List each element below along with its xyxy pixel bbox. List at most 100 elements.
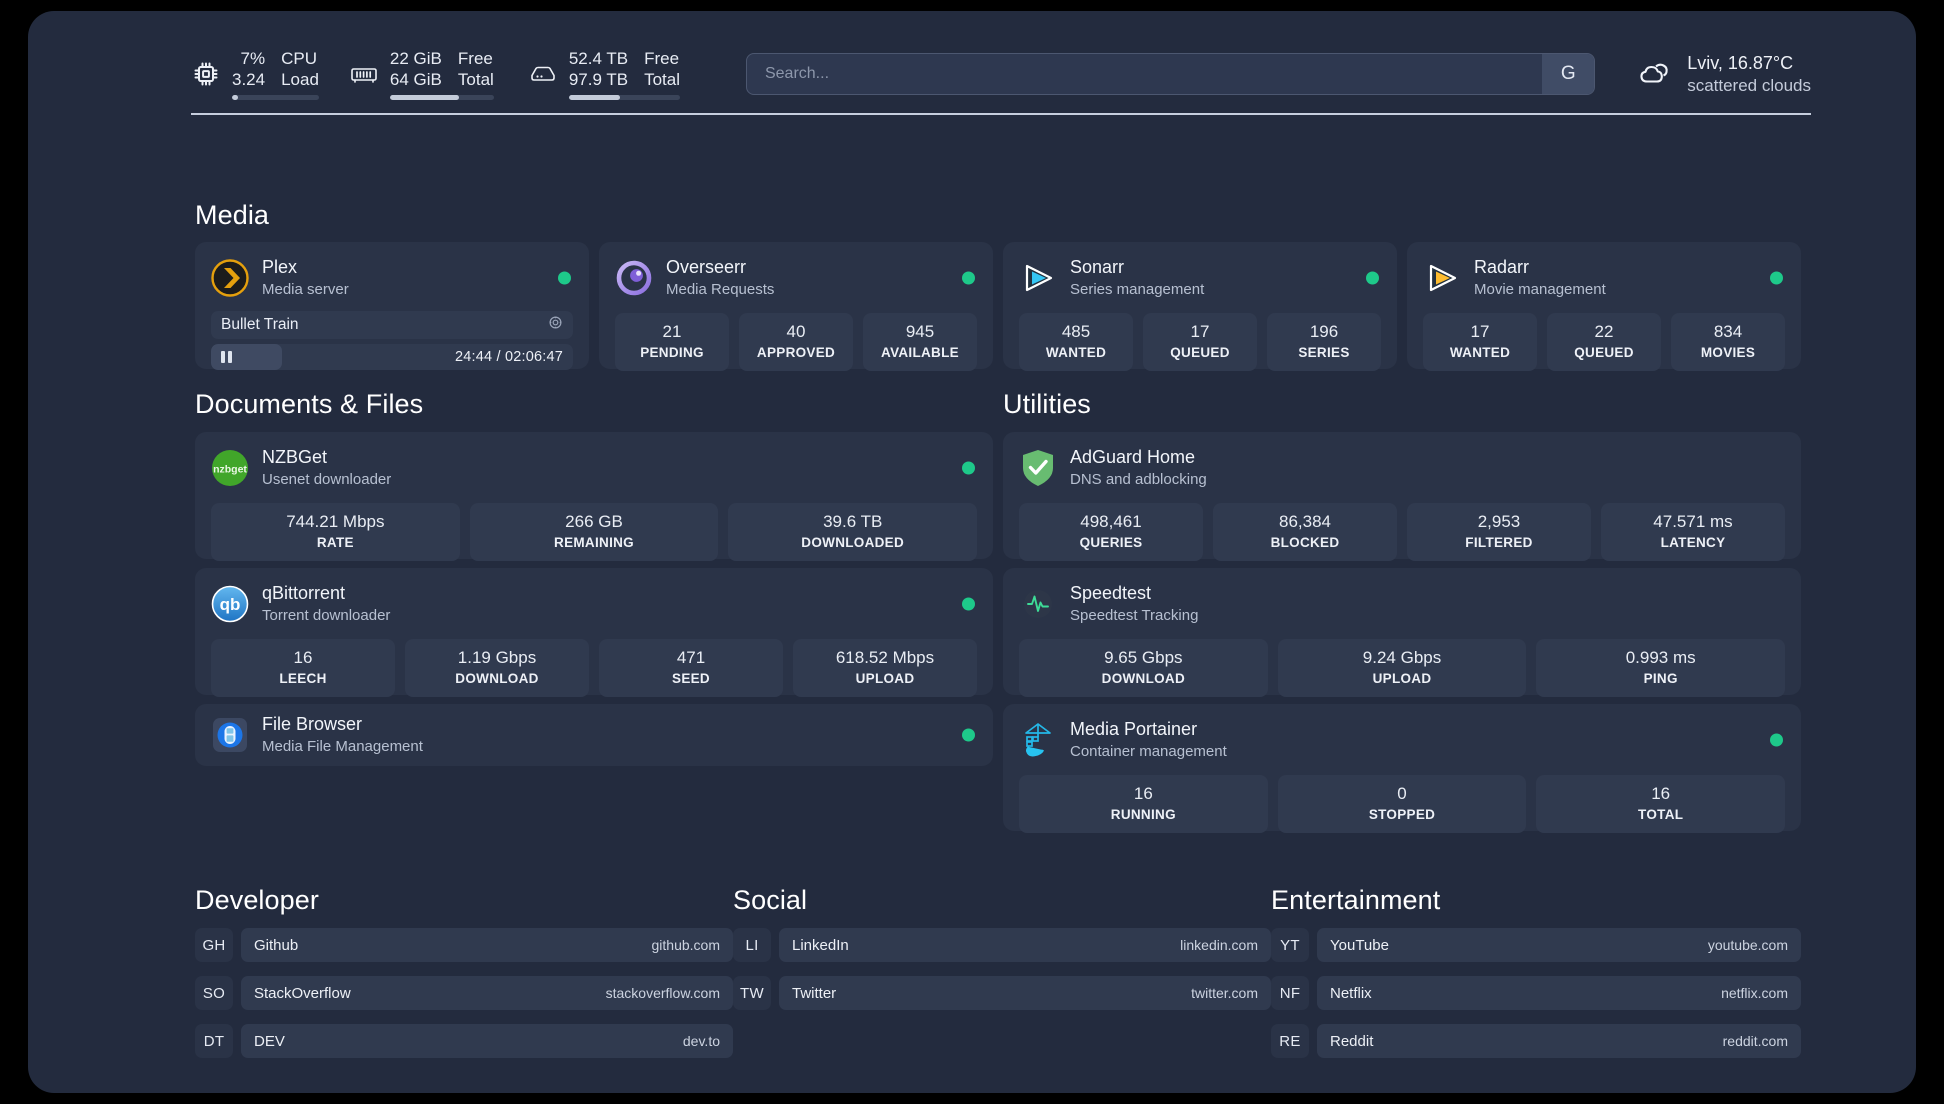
stat-value: 1.19 Gbps xyxy=(457,648,537,667)
now-playing-title: Bullet Train xyxy=(221,316,299,333)
bookmark-badge: RE xyxy=(1271,1024,1309,1058)
stat-tile: 744.21 Mbps RATE xyxy=(211,503,460,561)
service-card-overseerr[interactable]: Overseerr Media Requests 21 PENDING 40 A… xyxy=(599,242,993,371)
status-badge xyxy=(962,597,975,611)
bookmark-badge: DT xyxy=(195,1024,233,1058)
status-badge xyxy=(962,271,975,285)
bookmark-name: LinkedIn xyxy=(792,936,849,954)
bookmark-link[interactable]: DEV dev.to xyxy=(241,1024,733,1058)
bookmark-link[interactable]: StackOverflow stackoverflow.com xyxy=(241,976,733,1010)
card-header: nzbget NZBGet Usenet downloader xyxy=(211,446,977,490)
settings-gear-icon[interactable] xyxy=(548,315,563,335)
stat-label: DOWNLOAD xyxy=(1101,671,1186,686)
bookmark-twitter[interactable]: TW Twitter twitter.com xyxy=(733,976,1271,1010)
stat-value: 17 xyxy=(1470,322,1490,341)
service-card-filebrowser[interactable]: File Browser Media File Management xyxy=(195,704,993,766)
service-card-speedtest[interactable]: Speedtest Speedtest Tracking 9.65 Gbps D… xyxy=(1003,568,1801,697)
stat-label: LEECH xyxy=(279,671,327,686)
card-header: Radarr Movie management xyxy=(1423,256,1785,300)
stat-value: 16 xyxy=(293,648,313,667)
stat-label: MOVIES xyxy=(1700,345,1756,360)
bookmark-netflix[interactable]: NF Netflix netflix.com xyxy=(1271,976,1801,1010)
stat-label: DOWNLOADED xyxy=(801,535,905,550)
card-stats: 17 WANTED 22 QUEUED 834 MOVIES xyxy=(1423,313,1785,371)
service-card-portainer[interactable]: Media Portainer Container management 16 … xyxy=(1003,704,1801,833)
card-subtitle: Media Requests xyxy=(666,281,775,298)
bookmark-link[interactable]: LinkedIn linkedin.com xyxy=(779,928,1271,962)
bookmark-name: DEV xyxy=(254,1032,285,1050)
stat-label: QUERIES xyxy=(1079,535,1143,550)
bookmark-link[interactable]: Netflix netflix.com xyxy=(1317,976,1801,1010)
overseerr-logo xyxy=(615,259,653,297)
now-playing-time: 24:44 / 02:06:47 xyxy=(454,349,563,365)
stat-value: 17 xyxy=(1190,322,1210,341)
pause-icon[interactable] xyxy=(221,351,232,363)
stat-tile: 16 LEECH xyxy=(211,639,395,697)
stat-value: 2,953 xyxy=(1477,512,1521,531)
stat-value: 16 xyxy=(1651,784,1671,803)
bookmark-link[interactable]: Github github.com xyxy=(241,928,733,962)
stat-label: FILTERED xyxy=(1465,535,1533,550)
stat-tile: 1.19 Gbps DOWNLOAD xyxy=(405,639,589,697)
stat-value: 0.993 ms xyxy=(1625,648,1696,667)
bookmark-stackoverflow[interactable]: SO StackOverflow stackoverflow.com xyxy=(195,976,733,1010)
card-header: Speedtest Speedtest Tracking xyxy=(1019,582,1785,626)
status-badge xyxy=(962,461,975,475)
weather-widget: Lviv, 16.87°C scattered clouds xyxy=(1635,52,1811,97)
card-subtitle: Media server xyxy=(262,281,349,298)
stat-value: 0 xyxy=(1397,784,1407,803)
bookmark-dev[interactable]: DT DEV dev.to xyxy=(195,1024,733,1058)
card-header: Overseerr Media Requests xyxy=(615,256,977,300)
disk-icon xyxy=(528,59,558,89)
search-bar[interactable]: G xyxy=(745,53,1596,95)
service-card-adguard[interactable]: AdGuard Home DNS and adblocking 498,461 … xyxy=(1003,432,1801,561)
card-title: Media Portainer xyxy=(1070,719,1198,739)
service-card-qbittorrent[interactable]: qb qBittorrent Torrent downloader 16 LEE… xyxy=(195,568,993,697)
ram-usage-bar xyxy=(389,95,494,100)
disk-free-label: Free xyxy=(644,49,680,68)
stat-label: LATENCY xyxy=(1660,535,1726,550)
search-engine-button[interactable]: G xyxy=(1542,54,1595,94)
card-subtitle: Series management xyxy=(1070,281,1205,298)
stat-label: AVAILABLE xyxy=(881,345,959,360)
bookmark-badge: NF xyxy=(1271,976,1309,1010)
stat-label: PING xyxy=(1643,671,1678,686)
bookmark-link[interactable]: YouTube youtube.com xyxy=(1317,928,1801,962)
bookmark-github[interactable]: GH Github github.com xyxy=(195,928,733,962)
ram-stat-group: 22 GiB 64 GiB Free Total xyxy=(349,48,494,100)
bookmark-url: stackoverflow.com xyxy=(605,985,720,1001)
ram-free-value: 22 GiB xyxy=(389,49,442,68)
portainer-logo xyxy=(1019,721,1057,759)
service-card-sonarr[interactable]: Sonarr Series management 485 WANTED 17 Q… xyxy=(1003,242,1397,371)
svg-text:qb: qb xyxy=(220,595,241,614)
stat-tile: 47.571 ms LATENCY xyxy=(1601,503,1785,561)
status-badge xyxy=(1770,733,1783,747)
disk-total-label: Total xyxy=(644,70,680,89)
stat-value: 21 xyxy=(662,322,682,341)
bookmark-link[interactable]: Twitter twitter.com xyxy=(779,976,1271,1010)
stat-tile: 22 QUEUED xyxy=(1547,313,1661,371)
ram-total-label: Total xyxy=(457,70,494,89)
stat-value: 39.6 TB xyxy=(823,512,883,531)
now-playing-progress-row[interactable]: 24:44 / 02:06:47 xyxy=(211,344,573,370)
card-stats: 485 WANTED 17 QUEUED 196 SERIES xyxy=(1019,313,1381,371)
nzbget-logo: nzbget xyxy=(211,449,249,487)
stat-label: RATE xyxy=(316,535,354,550)
service-card-plex[interactable]: Plex Media server Bullet Train 24:44 / 0… xyxy=(195,242,589,370)
header-bar: 7% 3.24 CPU Load xyxy=(191,35,1811,115)
bookmark-linkedin[interactable]: LI LinkedIn linkedin.com xyxy=(733,928,1271,962)
card-title: AdGuard Home xyxy=(1070,447,1196,467)
disk-stat-group: 52.4 TB 97.9 TB Free Total xyxy=(528,48,680,100)
service-card-radarr[interactable]: Radarr Movie management 17 WANTED 22 QUE… xyxy=(1407,242,1801,371)
bookmark-youtube[interactable]: YT YouTube youtube.com xyxy=(1271,928,1801,962)
bookmark-reddit[interactable]: RE Reddit reddit.com xyxy=(1271,1024,1801,1058)
stat-value: 86,384 xyxy=(1279,512,1331,531)
search-input[interactable] xyxy=(746,54,1543,94)
stat-tile: 0 STOPPED xyxy=(1277,775,1527,833)
card-subtitle: Media File Management xyxy=(262,738,423,755)
stat-label: UPLOAD xyxy=(1372,671,1432,686)
bookmark-link[interactable]: Reddit reddit.com xyxy=(1317,1024,1801,1058)
service-card-nzbget[interactable]: nzbget NZBGet Usenet downloader 744.21 M… xyxy=(195,432,993,561)
stat-tile: 471 SEED xyxy=(599,639,783,697)
card-stats: 16 LEECH 1.19 Gbps DOWNLOAD 471 SEED 618… xyxy=(211,639,977,697)
